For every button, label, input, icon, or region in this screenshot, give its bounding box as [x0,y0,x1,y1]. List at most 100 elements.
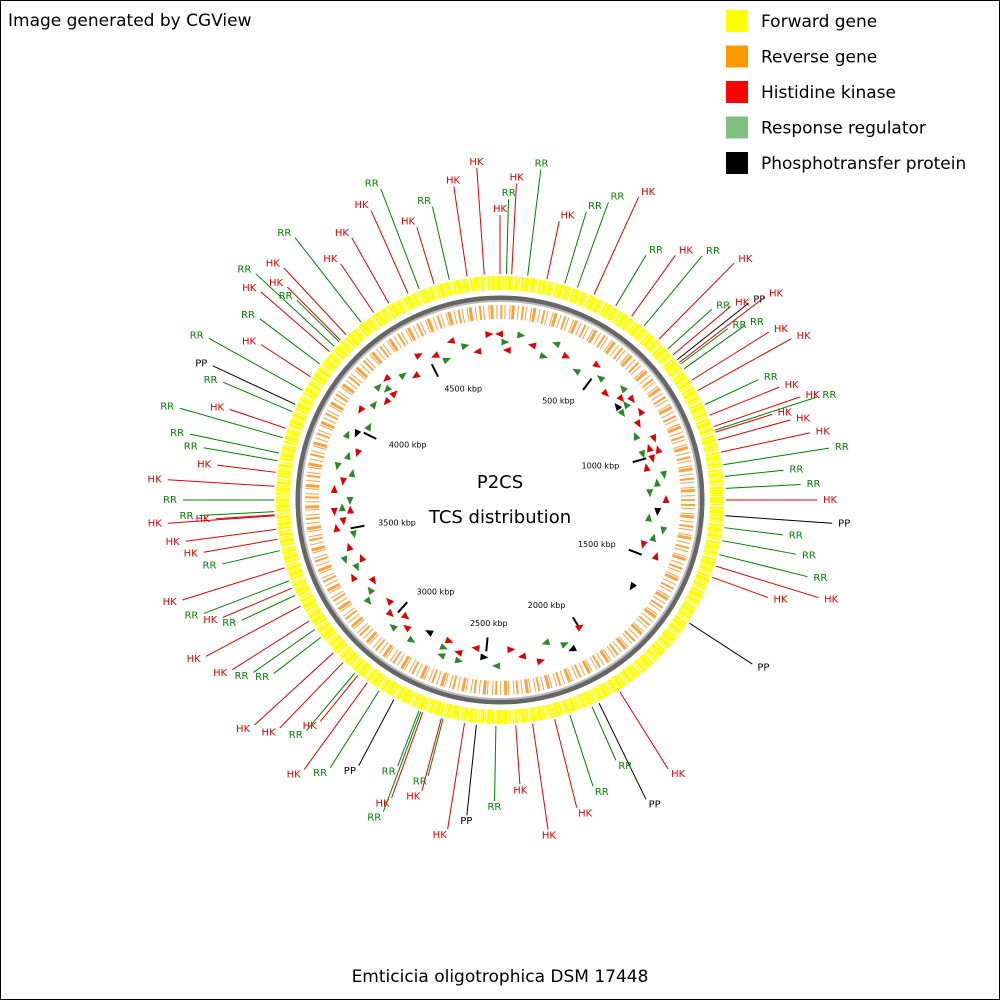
feature-label: HK [323,254,338,265]
feature-line [680,328,729,365]
feature-marker [620,385,628,394]
backbone-inner [300,300,700,700]
feature-label: HK [355,200,370,211]
feature-marker [662,495,670,503]
feature-label: RR [204,375,218,386]
feature-line [431,206,450,280]
tick-label: 500 kbp [542,397,575,406]
feature-label: HK [738,254,753,265]
feature-line [717,419,791,441]
feature-line [229,409,286,429]
feature-label: RR [764,372,778,383]
feature-label: RR [502,188,516,199]
feature-marker [454,656,464,664]
feature-line [709,386,780,416]
feature-line [546,221,560,280]
feature-marker [491,662,501,670]
forward-ring [276,276,724,724]
feature-label: PP [344,766,356,777]
feature-marker [339,517,347,526]
feature-line [725,515,833,524]
feature-line [619,691,669,770]
feature-line [222,381,293,413]
feature-marker [643,463,651,472]
feature-label: RR [222,618,236,629]
legend-label: Histidine kinase [761,83,896,103]
feature-label: RR [367,812,381,823]
feature-marker [495,330,503,338]
feature-label: PP [753,295,765,306]
feature-label: HK [816,427,831,438]
feature-marker [660,526,668,535]
feature-marker [507,646,516,654]
feature-label: HK [148,474,163,485]
feature-marker [385,609,394,618]
feature-label: RR [789,465,803,476]
feature-line [391,712,424,799]
feature-label: PP [757,662,769,673]
feature-label: HK [166,537,181,548]
tick-label: 3000 kbp [417,587,455,596]
feature-line [294,237,362,323]
feature-line [397,710,420,767]
tick-label: 3500 kbp [378,519,416,528]
feature-line [593,196,640,295]
feature-marker [616,393,625,403]
caption: Emticicia oligotrophica DSM 17448 [352,967,649,987]
feature-marker [355,448,363,458]
legend-label: Forward gene [761,12,877,32]
feature-label: HK [773,595,788,606]
feature-marker [383,396,392,406]
feature-line [722,540,797,555]
feature-marker [473,347,482,355]
feature-line [306,672,356,731]
feature-label: HK [785,380,800,391]
feature-label: PP [838,519,850,530]
feature-label: HK [148,519,163,530]
feature-line [421,718,442,791]
feature-line [679,296,765,363]
feature-line [185,528,276,542]
feature-marker [627,394,635,403]
feature-marker [368,575,376,585]
feature-marker [501,338,510,346]
credit: Image generated by CGView [8,11,252,31]
feature-line [554,719,578,808]
feature-label: HK [679,245,694,256]
feature-marker [552,341,561,349]
legend-swatch [726,45,748,68]
feature-label: HK [236,724,251,735]
feature-label: HK [469,157,484,168]
feature-marker [330,484,338,494]
feature-line [182,567,285,601]
feature-label: RR [417,196,431,207]
reverse-ring [305,305,695,695]
feature-marker [614,402,623,412]
feature-marker [333,523,341,533]
feature-line [286,286,341,341]
center-subtitle: TCS distribution [428,507,571,528]
feature-line [712,576,768,598]
feature-line [714,396,817,431]
feature-line [203,447,278,462]
feature-label: HK [242,283,257,294]
tick-label: 1000 kbp [582,461,620,470]
feature-line [427,718,444,776]
feature-marker [648,454,655,463]
feature-marker [413,353,423,361]
feature-line [691,331,770,381]
feature-line [215,514,275,520]
feature-label: RR [588,201,602,212]
feature-label: HK [242,336,257,347]
feature-marker [568,644,578,652]
feature-marker [398,372,407,381]
feature-line [713,396,800,428]
feature-label: HK [433,830,448,841]
feature-label: RR [160,402,174,413]
feature-line [254,652,334,726]
feature-marker [363,596,372,605]
legend-swatch [726,116,748,139]
feature-marker [439,643,448,650]
tick-mark [363,431,377,440]
feature-label: HK [823,495,838,506]
